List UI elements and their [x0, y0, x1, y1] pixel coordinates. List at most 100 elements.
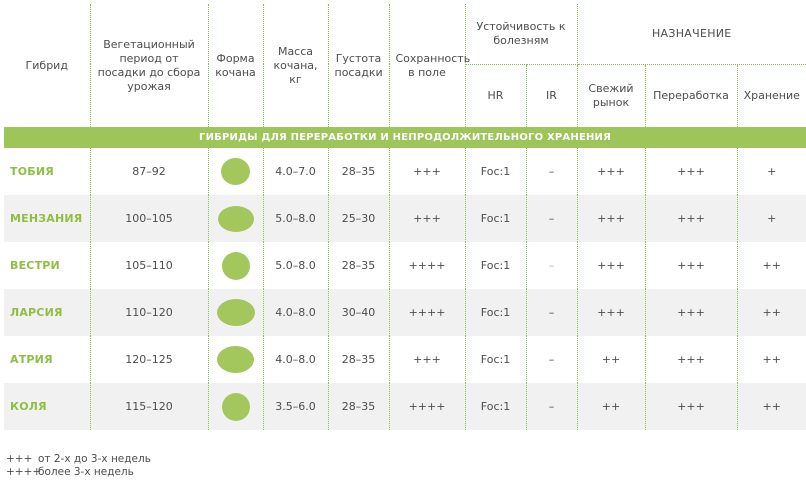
head-shape-oval-icon	[217, 205, 254, 232]
planting-density: 28–35	[328, 242, 390, 289]
ir-value: –	[526, 383, 578, 430]
col-vegetation-period: Вегетационный период от посадки до сбора…	[90, 4, 209, 127]
hybrid-name: АТРИЯ	[4, 336, 91, 383]
planting-density: 28–35	[328, 383, 390, 430]
col-planting-density: Густота посадки	[328, 4, 390, 127]
hr-value: Foc:1	[465, 336, 527, 383]
col-storage: Хранение	[743, 88, 800, 102]
head-shape-cell	[208, 148, 264, 195]
head-shape-round-icon	[221, 392, 250, 421]
legend-item: ++++ более 3-х недель	[6, 466, 151, 479]
planting-density: 28–35	[328, 148, 390, 195]
table-row: ВЕСТРИ 105–110 5.0–8.0 28–35 ++++ Foc:1 …	[4, 242, 806, 289]
col-hybrid: Гибрид	[4, 4, 91, 127]
col-hr: HR	[465, 64, 527, 127]
col-fresh-market: Свежий рынок	[577, 64, 646, 127]
table-row: ТОБИЯ 87–92 4.0–7.0 28–35 +++ Foc:1 – ++…	[4, 148, 806, 195]
hr-value: Foc:1	[465, 148, 527, 195]
fresh-market-value: +++	[577, 195, 646, 242]
table-row: МЕНЗАНИЯ 100–105 5.0–8.0 25–30 +++ Foc:1…	[4, 195, 806, 242]
hr-value: Foc:1	[465, 289, 527, 336]
ir-value: –	[526, 195, 578, 242]
head-shape-cell	[208, 336, 264, 383]
processing-value: +++	[645, 148, 738, 195]
fresh-market-value: ++	[577, 383, 646, 430]
col-head-mass: Масса кочана, кг	[263, 4, 329, 127]
vegetation-period: 110–120	[90, 289, 209, 336]
head-shape-oval-icon	[216, 299, 255, 326]
head-mass: 4.0–8.0	[263, 336, 329, 383]
legend: +++ от 2-х до 3-х недель ++++ более 3-х …	[6, 453, 151, 479]
field-storage: ++++	[389, 383, 466, 430]
col-purpose: НАЗНАЧЕНИЕ	[577, 4, 806, 65]
vegetation-period: 105–110	[90, 242, 209, 289]
planting-density: 28–35	[328, 336, 390, 383]
vegetation-period: 87–92	[90, 148, 209, 195]
ir-value: –	[526, 242, 578, 289]
hr-value: Foc:1	[465, 195, 527, 242]
processing-value: +++	[645, 195, 738, 242]
head-shape-cell	[208, 289, 264, 336]
section-title: ГИБРИДЫ ДЛЯ ПЕРЕРАБОТКИ И НЕПРОДОЛЖИТЕЛЬ…	[4, 127, 806, 148]
head-mass: 3.5–6.0	[263, 383, 329, 430]
col-disease-resistance: Устойчивость к болезням	[465, 4, 578, 65]
legend-text: от 2-х до 3-х недель	[38, 453, 151, 465]
ir-value: –	[526, 289, 578, 336]
storage-value: ++	[737, 289, 806, 336]
legend-symbol: ++++	[6, 466, 42, 478]
hybrid-name: ВЕСТРИ	[4, 242, 91, 289]
hybrid-name: КОЛЯ	[4, 383, 91, 430]
col-field-storage: Сохранность в поле	[389, 4, 470, 127]
field-storage: +++	[389, 336, 466, 383]
storage-value: ++	[762, 353, 781, 366]
head-shape-cell	[208, 383, 264, 430]
head-shape-cell	[208, 242, 264, 289]
hybrid-name: ЛАРСИЯ	[4, 289, 91, 336]
planting-density: 30–40	[328, 289, 390, 336]
head-shape-oval-icon	[217, 346, 254, 373]
vegetation-period: 120–125	[90, 336, 209, 383]
processing-value: +++	[645, 383, 738, 430]
head-mass: 5.0–8.0	[263, 195, 329, 242]
fresh-market-value: +++	[577, 242, 646, 289]
ir-value: –	[526, 148, 578, 195]
hr-value: Foc:1	[465, 242, 527, 289]
processing-value: +++	[645, 242, 738, 289]
processing-value: +++	[645, 336, 738, 383]
hr-value: Foc:1	[465, 383, 527, 430]
head-mass: 4.0–7.0	[263, 148, 329, 195]
col-processing: Переработка	[645, 64, 738, 127]
field-storage: +++	[389, 148, 466, 195]
head-shape-round-icon	[221, 251, 250, 280]
legend-symbol: +++	[6, 453, 33, 465]
fresh-market-value: +++	[577, 289, 646, 336]
legend-text: более 3-х недель	[38, 466, 134, 478]
planting-density: 25–30	[328, 195, 390, 242]
head-shape-cell	[208, 195, 264, 242]
table-row: АТРИЯ 120–125 4.0–8.0 28–35 +++ Foc:1 – …	[4, 336, 806, 383]
storage-value: +	[737, 195, 806, 242]
col-head-shape: Форма кочана	[208, 4, 264, 127]
storage-value: +	[767, 165, 777, 178]
vegetation-period: 115–120	[90, 383, 209, 430]
head-shape-round-icon	[221, 158, 250, 185]
table-row: КОЛЯ 115–120 3.5–6.0 28–35 ++++ Foc:1 – …	[4, 383, 806, 430]
hybrid-table: Гибрид Вегетационный период от посадки д…	[4, 4, 806, 430]
storage-value: ++	[737, 383, 806, 430]
fresh-market-value: ++	[577, 336, 646, 383]
legend-item: +++ от 2-х до 3-х недель	[6, 453, 151, 466]
head-mass: 4.0–8.0	[263, 289, 329, 336]
ir-value: –	[526, 336, 578, 383]
vegetation-period: 100–105	[90, 195, 209, 242]
fresh-market-value: +++	[577, 148, 646, 195]
section-band: ГИБРИДЫ ДЛЯ ПЕРЕРАБОТКИ И НЕПРОДОЛЖИТЕЛЬ…	[4, 127, 806, 148]
table-row: ЛАРСИЯ 110–120 4.0–8.0 30–40 ++++ Foc:1 …	[4, 289, 806, 336]
field-storage: +++	[389, 195, 466, 242]
head-mass: 5.0–8.0	[263, 242, 329, 289]
hybrid-name: ТОБИЯ	[4, 148, 91, 195]
field-storage: ++++	[389, 289, 466, 336]
field-storage: ++++	[389, 242, 466, 289]
hybrid-name: МЕНЗАНИЯ	[4, 195, 91, 242]
storage-value: ++	[762, 259, 781, 272]
